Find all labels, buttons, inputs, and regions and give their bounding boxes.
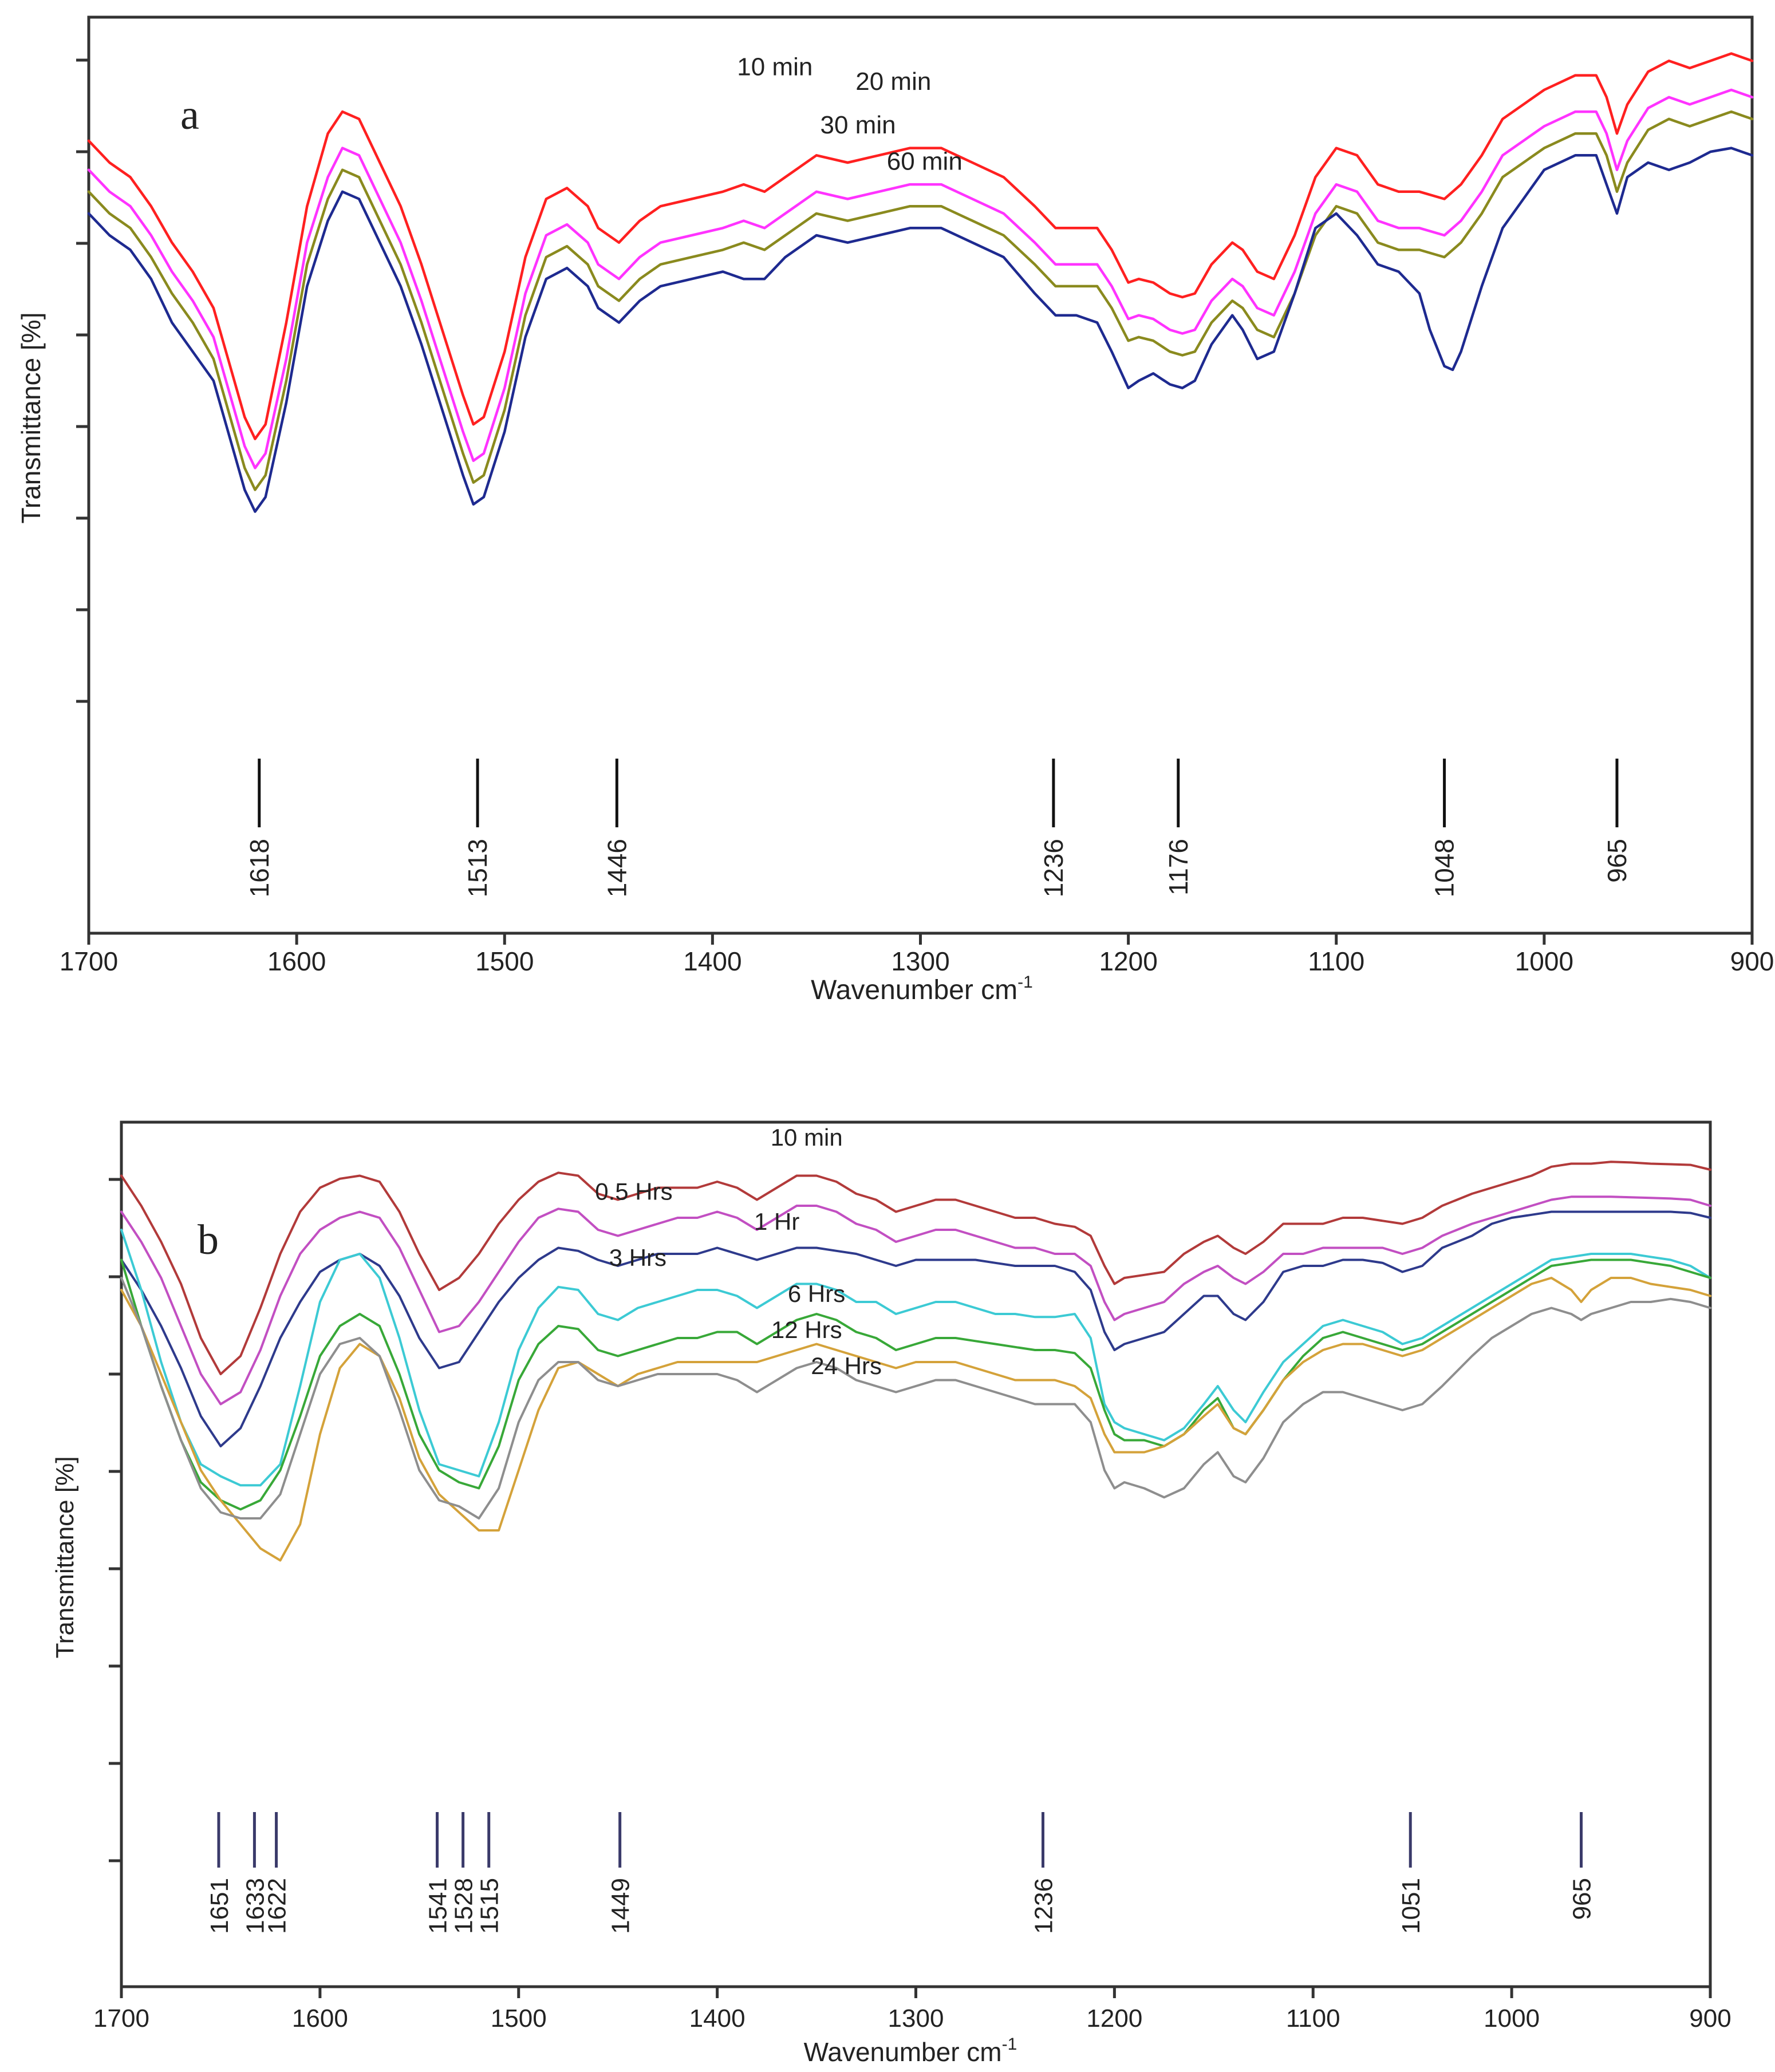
peak-marker-label: 1449 bbox=[607, 1878, 635, 1934]
x-tick-label: 1200 bbox=[1086, 2004, 1142, 2032]
panel-a-x-axis-label: Wavenumber cm-1 bbox=[811, 973, 1033, 1005]
panel-b-series: 10 min 0.5 Hrs 1 Hr 3 Hrs 6 Hrs 12 Hrs 24 Hrs bbox=[120, 1124, 1711, 1562]
peak-marker-label: 1541 bbox=[424, 1878, 452, 1934]
x-tick-label: 1700 bbox=[93, 2004, 149, 2032]
series-line bbox=[120, 1277, 1711, 1520]
x-tick-label: 1300 bbox=[888, 2004, 944, 2032]
series-label: 24 Hrs bbox=[811, 1352, 882, 1379]
peak-marker-label: 1622 bbox=[263, 1878, 291, 1934]
x-tick-label: 1500 bbox=[491, 2004, 547, 2032]
series-line bbox=[120, 1161, 1711, 1375]
x-tick-label: 1600 bbox=[292, 2004, 348, 2032]
x-tick-label: 1400 bbox=[689, 2004, 746, 2032]
peak-marker-label: 1528 bbox=[450, 1878, 478, 1934]
series-line bbox=[120, 1195, 1711, 1406]
series-label: 12 Hrs bbox=[771, 1316, 842, 1343]
panel-b-y-ticks bbox=[109, 1178, 121, 1862]
x-tick-label: 900 bbox=[1689, 2004, 1731, 2032]
series-line bbox=[120, 1229, 1711, 1487]
series-line bbox=[87, 147, 1754, 513]
panel-b-y-axis-label: Transmittance [%] bbox=[51, 1457, 79, 1659]
peak-marker-label: 1651 bbox=[206, 1878, 234, 1934]
x-tick-label: 1100 bbox=[1286, 2004, 1340, 2032]
series-label: 20 min bbox=[855, 68, 931, 96]
panel-b-x-axis-label: Wavenumber cm-1 bbox=[804, 2035, 1017, 2067]
panel-a-y-ticks bbox=[76, 58, 89, 703]
panel-a-x-ticks: 1700 1600 1500 1400 1300 1200 1100 1000 900 bbox=[60, 933, 1774, 976]
x-tick-label: 1000 bbox=[1484, 2004, 1540, 2032]
x-tick-label: 1000 bbox=[1515, 946, 1573, 976]
peak-marker-label: 1048 bbox=[1430, 839, 1460, 897]
peak-marker-label: 1236 bbox=[1039, 839, 1068, 897]
x-tick-label: 1400 bbox=[683, 946, 741, 976]
peak-marker-label: 1051 bbox=[1397, 1878, 1425, 1934]
series-label: 10 min bbox=[771, 1124, 843, 1151]
peak-marker-label: 1176 bbox=[1163, 839, 1193, 895]
panel-a-peak-markers: 1618 1513 1446 1236 1176 1048 965 bbox=[244, 759, 1632, 897]
series-line bbox=[87, 110, 1754, 491]
panel-a-y-axis-label: Transmittance [%] bbox=[16, 313, 46, 524]
panel-b-label: b bbox=[198, 1217, 219, 1264]
x-tick-label: 900 bbox=[1730, 946, 1774, 976]
peak-marker-label: 1618 bbox=[244, 839, 274, 897]
peak-marker-label: 1513 bbox=[463, 839, 492, 897]
series-label: 0.5 Hrs bbox=[595, 1178, 672, 1205]
x-tick-label: 1700 bbox=[60, 946, 118, 976]
x-tick-label: 1600 bbox=[267, 946, 326, 976]
series-line bbox=[120, 1258, 1711, 1511]
series-label: 3 Hrs bbox=[609, 1244, 666, 1271]
series-label: 1 Hr bbox=[754, 1208, 799, 1235]
panel-a-label: a bbox=[180, 92, 199, 139]
series-label: 6 Hrs bbox=[788, 1280, 845, 1307]
x-tick-label: 1200 bbox=[1099, 946, 1157, 976]
series-line bbox=[120, 1277, 1711, 1562]
peak-marker-label: 1633 bbox=[241, 1878, 269, 1934]
peak-marker-label: 1515 bbox=[476, 1878, 504, 1934]
peak-marker-label: 1446 bbox=[602, 839, 632, 897]
series-line bbox=[87, 52, 1754, 440]
peak-marker-label: 965 bbox=[1602, 839, 1632, 883]
series-label: 10 min bbox=[737, 53, 812, 81]
panel-b: b Transmittance [%] Wavenumber cm-1 1700… bbox=[51, 1120, 1731, 2067]
panel-a: a Transmittance [%] Wavenumber cm-1 1700… bbox=[16, 15, 1774, 1005]
series-label: 60 min bbox=[887, 148, 963, 176]
series-line bbox=[87, 88, 1754, 469]
peak-marker-label: 1236 bbox=[1030, 1878, 1058, 1934]
series-line bbox=[120, 1210, 1711, 1447]
series-label: 30 min bbox=[821, 111, 896, 139]
panel-a-series: 10 min 20 min 30 min 60 min bbox=[87, 52, 1754, 513]
x-tick-label: 1300 bbox=[891, 946, 949, 976]
x-tick-label: 1100 bbox=[1308, 946, 1364, 976]
x-tick-label: 1500 bbox=[475, 946, 534, 976]
peak-marker-label: 965 bbox=[1568, 1878, 1596, 1920]
panel-b-x-ticks: 1700 1600 1500 1400 1300 1200 1100 1000 900 bbox=[93, 1987, 1731, 2032]
